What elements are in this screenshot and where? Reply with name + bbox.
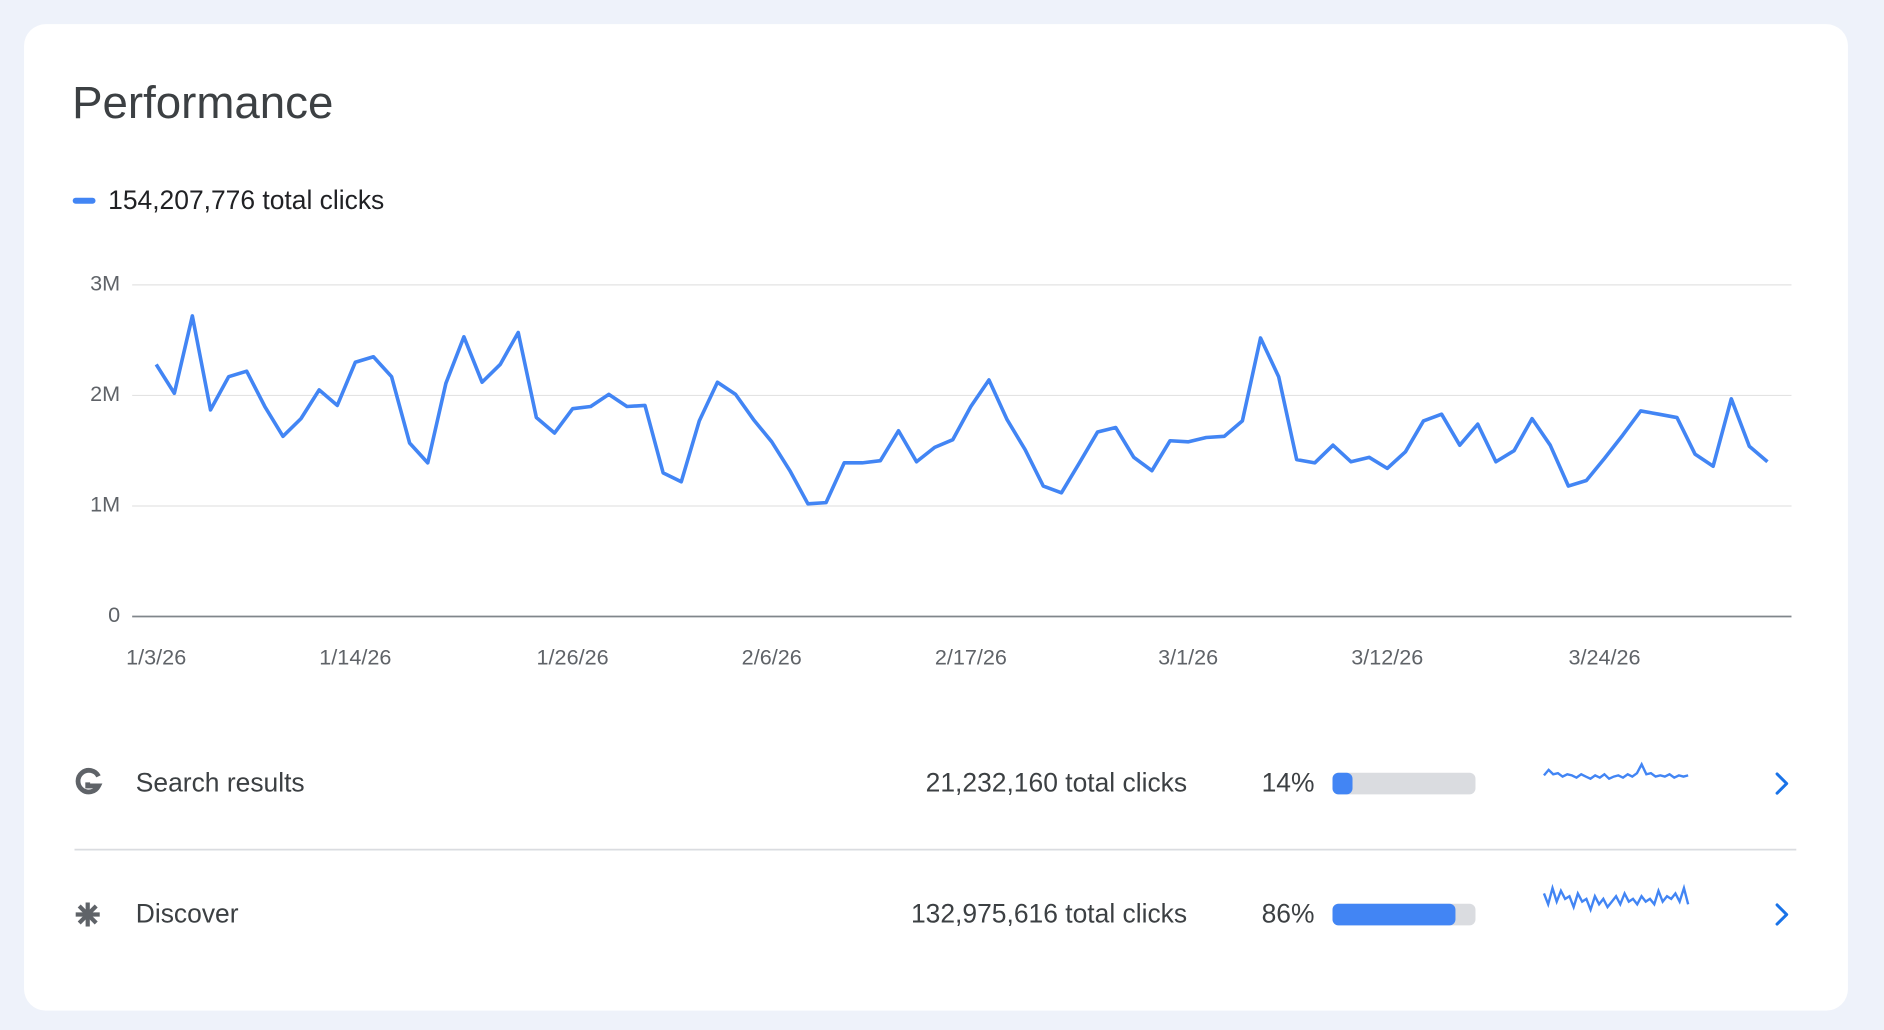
row-share: 86% [1262, 899, 1315, 929]
y-tick-label: 3M [90, 271, 120, 296]
x-tick-label: 1/14/26 [319, 644, 391, 669]
row-name: Search results [136, 768, 305, 798]
share-bar [1332, 772, 1353, 795]
row-clicks: 21,232,160 total clicks [926, 768, 1187, 798]
line-series [154, 314, 1769, 506]
row-chevron[interactable] [1775, 772, 1789, 795]
x-tick-label: 2/17/26 [935, 644, 1007, 669]
share-track [1332, 772, 1476, 795]
row-clicks: 132,975,616 total clicks [911, 899, 1187, 929]
row-name: Discover [136, 899, 239, 929]
y-tick-label: 2M [90, 381, 120, 406]
title: Performance [72, 77, 333, 128]
row-chevron[interactable] [1775, 903, 1789, 926]
y-tick-label: 1M [90, 492, 120, 517]
y-tick-label: 0 [108, 602, 120, 627]
discover-icon [77, 904, 98, 925]
google-icon [75, 767, 103, 795]
x-tick-label: 1/3/26 [126, 644, 186, 669]
card [24, 24, 1848, 1011]
x-tick-label: 1/26/26 [537, 644, 609, 669]
row-share: 14% [1262, 768, 1315, 798]
x-tick-label: 3/24/26 [1568, 644, 1640, 669]
x-tick-label: 2/6/26 [742, 644, 802, 669]
sparkline [1542, 883, 1690, 914]
share-bar [1332, 903, 1456, 926]
sparkline [1543, 761, 1689, 781]
x-tick-label: 3/1/26 [1158, 644, 1218, 669]
x-tick-label: 3/12/26 [1351, 644, 1423, 669]
legend-label: 154,207,776 total clicks [108, 185, 384, 215]
